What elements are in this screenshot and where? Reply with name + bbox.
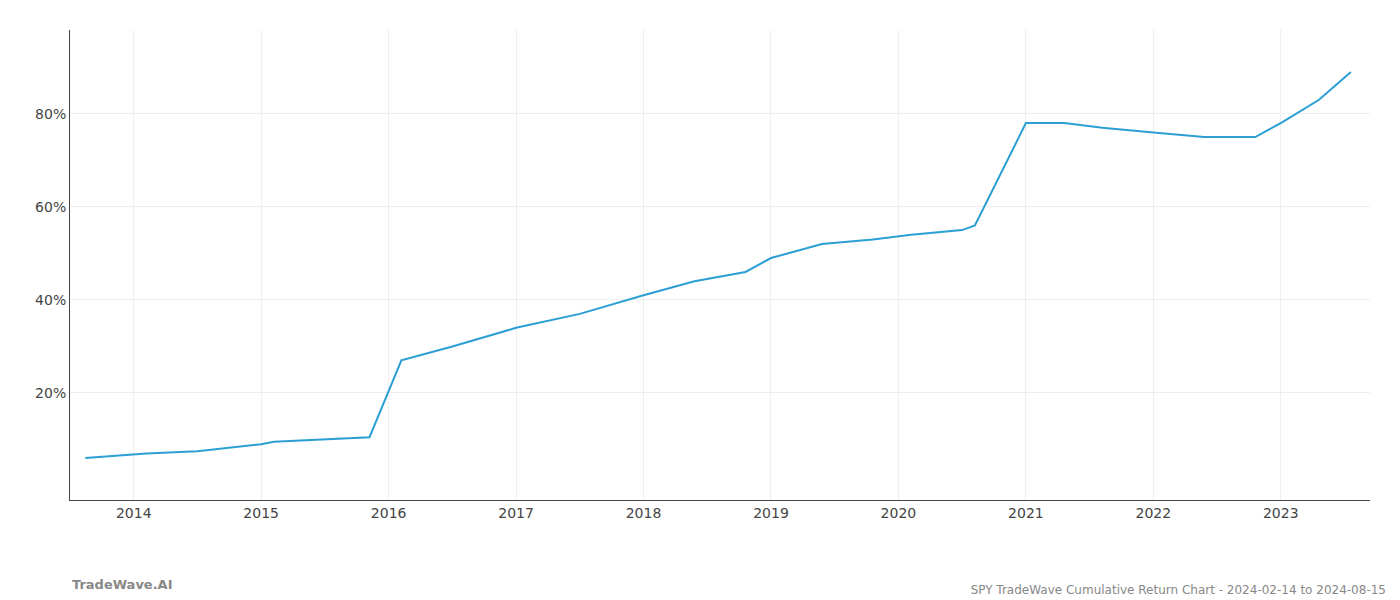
svg-text:2017: 2017 bbox=[498, 505, 534, 521]
svg-text:TradeWave.AI: TradeWave.AI bbox=[72, 577, 173, 592]
svg-text:SPY TradeWave Cumulative Retur: SPY TradeWave Cumulative Return Chart - … bbox=[971, 583, 1386, 597]
svg-text:2015: 2015 bbox=[243, 505, 279, 521]
svg-text:2021: 2021 bbox=[1008, 505, 1044, 521]
svg-text:2016: 2016 bbox=[371, 505, 407, 521]
svg-text:2019: 2019 bbox=[753, 505, 789, 521]
svg-text:2022: 2022 bbox=[1136, 505, 1172, 521]
svg-text:2018: 2018 bbox=[626, 505, 662, 521]
svg-text:20%: 20% bbox=[35, 385, 66, 401]
svg-text:2023: 2023 bbox=[1263, 505, 1299, 521]
svg-text:60%: 60% bbox=[35, 199, 66, 215]
svg-text:40%: 40% bbox=[35, 292, 66, 308]
svg-text:80%: 80% bbox=[35, 106, 66, 122]
svg-text:2014: 2014 bbox=[116, 505, 152, 521]
svg-text:2020: 2020 bbox=[881, 505, 917, 521]
